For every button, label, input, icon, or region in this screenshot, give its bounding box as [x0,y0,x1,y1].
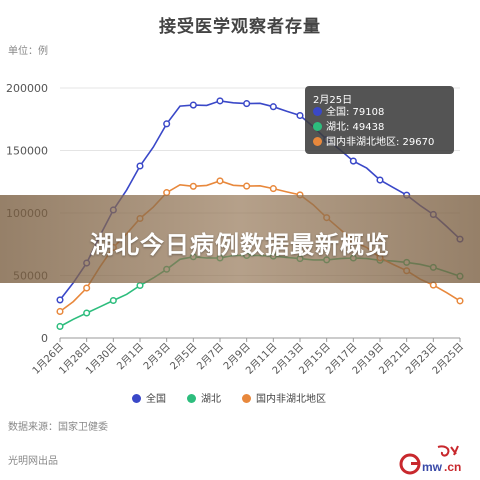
legend-label: 国内非湖北地区 [256,394,326,405]
tooltip-row-non-hubei: 国内非湖北地区: 29670 [313,136,434,150]
data-point [349,157,357,165]
data-tooltip: 2月25日 全国: 79108 湖北: 49438 国内非湖北地区: 29670 [305,86,454,154]
legend-label: 湖北 [201,394,221,405]
tooltip-row-national: 全国: 79108 [313,106,384,120]
data-source: 数据来源：国家卫健委 [8,422,108,433]
tooltip-row-text: 湖北: 49438 [326,122,385,133]
data-point [216,97,224,105]
headline-banner: 湖北今日病例数据最新概览 [0,195,480,283]
data-point [216,177,224,185]
data-point [429,281,437,289]
data-point [189,182,197,190]
data-point [56,296,64,304]
data-point [56,322,64,331]
data-point [56,307,64,316]
data-point [83,284,91,292]
data-point [163,120,171,128]
series-line [59,100,461,301]
x-tick-label: 2月7日 [194,341,226,373]
chart-title: 接受医学观察者存量 [159,17,321,37]
unit-label: 单位：例 [8,46,48,57]
legend-dot-icon [313,107,322,116]
data-point [243,100,251,108]
tooltip-row-text: 全国: 79108 [326,107,385,118]
data-point [269,103,277,111]
legend-label: 全国 [146,394,166,405]
y-tick-label: 200000 [6,82,48,95]
legend-dot-icon [313,137,322,146]
data-point [189,101,197,109]
data-point [83,309,91,317]
x-axis: 1月26日1月28日1月30日2月1日2月3日2月5日2月7日2月9日2月11日… [30,338,466,377]
gmw-logo-icon: mw .cn [399,445,461,475]
tooltip-row-hubei: 湖北: 49438 [313,121,384,135]
legend-dot-icon [187,394,196,403]
y-tick-label: 150000 [6,145,48,158]
data-point [109,296,117,305]
legend-item-national[interactable]: 全国 [132,392,166,408]
x-tick-label: 2月1日 [114,341,146,373]
data-point [136,281,144,290]
data-point [296,111,304,120]
data-point [136,162,144,170]
legend-item-non-hubei[interactable]: 国内非湖北地区 [242,392,326,408]
tooltip-date: 2月25日 [313,95,353,106]
legend-dot-icon [313,122,322,131]
x-tick-label: 2月5日 [168,341,200,373]
credit-text: 光明网出品 [8,456,58,467]
data-point [269,185,277,193]
legend-item-hubei[interactable]: 湖北 [187,392,221,408]
data-point [243,182,251,190]
banner-text: 湖北今日病例数据最新概览 [90,231,390,259]
data-point [456,297,464,305]
legend-dot-icon [242,394,251,403]
legend-dot-icon [132,394,141,403]
data-point [376,176,384,184]
chart-legend: 全国 湖北 国内非湖北地区 [0,392,480,408]
y-tick-label: 0 [41,332,48,345]
tooltip-row-text: 国内非湖北地区: 29670 [326,137,435,148]
svg-text:mw: mw [422,460,443,474]
svg-text:.cn: .cn [444,460,461,474]
x-tick-label: 2月3日 [141,341,173,373]
